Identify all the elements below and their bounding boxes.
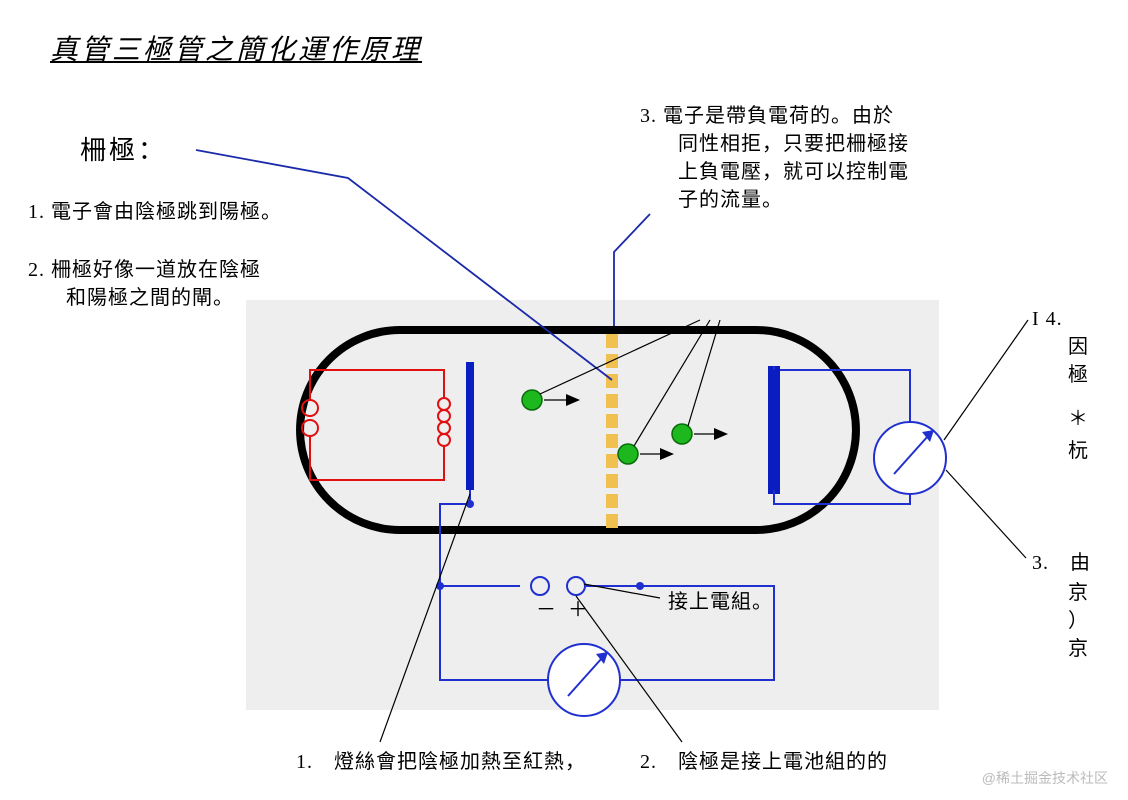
right-cut-2: 因 [1068, 332, 1089, 362]
diagram-background [246, 300, 939, 710]
bottom-annotation-2: 2. 陰極是接上電池組的的 [640, 748, 888, 776]
right-cut-9: 京 [1068, 634, 1089, 664]
annotation-3-line1: 3. 電子是帶負電荷的。由於 [640, 102, 894, 130]
annotation-3-line4: 子的流量。 [678, 186, 783, 214]
right-cut-3: 極 [1068, 360, 1089, 390]
right-cut-8: ） [1068, 606, 1089, 636]
battery-label: 接上電組。 [668, 588, 773, 616]
right-cut-1: I 4. [1032, 304, 1063, 334]
bottom-annotation-1: 1. 燈絲會把陰極加熱至紅熱， [296, 748, 586, 776]
leader-right-top [944, 320, 1028, 440]
page-title: 真管三極管之簡化運作原理 [50, 28, 422, 68]
annotation-3-line3: 上負電壓，就可以控制電 [678, 158, 909, 186]
right-cut-5: 杬 [1068, 436, 1089, 466]
right-cut-4: ＊ [1068, 404, 1089, 434]
leader-right-bottom [946, 470, 1026, 558]
grid-subtitle: 柵極： [80, 130, 167, 167]
watermark: @稀土掘金技术社区 [982, 768, 1108, 788]
annotation-2-line2: 和陽極之間的閘。 [66, 284, 234, 312]
plus-label: ＋ [568, 596, 589, 624]
annotation-2-line1: 2. 柵極好像一道放在陰極 [28, 256, 261, 284]
right-cut-7: 京 [1068, 578, 1089, 608]
annotation-1: 1. 電子會由陰極跳到陽極。 [28, 198, 282, 226]
annotation-3-line2: 同性相拒，只要把柵極接 [678, 130, 909, 158]
minus-label: － [536, 596, 557, 624]
right-cut-6: 3. 由 [1032, 548, 1091, 578]
